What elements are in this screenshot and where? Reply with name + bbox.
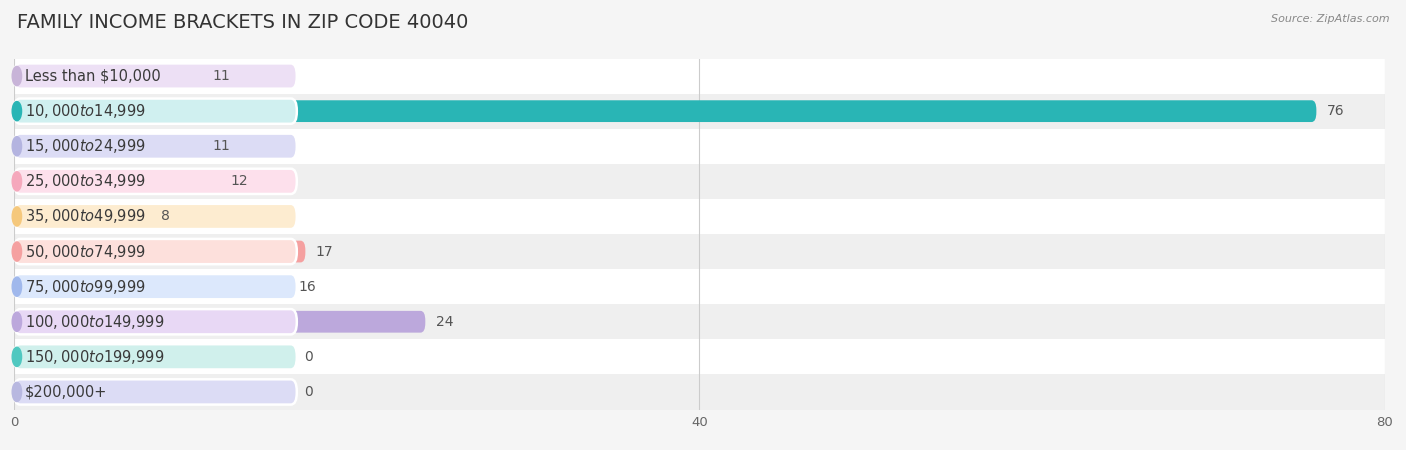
Text: Less than $10,000: Less than $10,000 — [24, 68, 160, 84]
FancyBboxPatch shape — [14, 239, 297, 264]
FancyBboxPatch shape — [14, 241, 305, 262]
FancyBboxPatch shape — [14, 134, 297, 159]
Text: 8: 8 — [162, 209, 170, 224]
Text: $25,000 to $34,999: $25,000 to $34,999 — [24, 172, 145, 190]
Text: 24: 24 — [436, 315, 453, 329]
Circle shape — [13, 172, 21, 191]
Text: $150,000 to $199,999: $150,000 to $199,999 — [24, 348, 165, 366]
Text: 12: 12 — [231, 174, 247, 189]
Circle shape — [13, 67, 21, 86]
FancyBboxPatch shape — [14, 171, 219, 192]
FancyBboxPatch shape — [14, 63, 297, 89]
Text: $200,000+: $200,000+ — [24, 384, 107, 400]
Circle shape — [13, 277, 21, 296]
Text: FAMILY INCOME BRACKETS IN ZIP CODE 40040: FAMILY INCOME BRACKETS IN ZIP CODE 40040 — [17, 14, 468, 32]
Circle shape — [13, 312, 21, 331]
FancyBboxPatch shape — [14, 169, 297, 194]
Bar — [14, 58, 1385, 94]
FancyBboxPatch shape — [14, 276, 288, 297]
Text: 76: 76 — [1327, 104, 1344, 118]
Text: 0: 0 — [304, 350, 312, 364]
FancyBboxPatch shape — [14, 274, 297, 299]
Text: 16: 16 — [298, 279, 316, 294]
Bar — [14, 164, 1385, 199]
Circle shape — [13, 242, 21, 261]
FancyBboxPatch shape — [14, 204, 297, 229]
Bar — [14, 269, 1385, 304]
Text: 11: 11 — [212, 69, 231, 83]
Text: $75,000 to $99,999: $75,000 to $99,999 — [24, 278, 145, 296]
Text: 11: 11 — [212, 139, 231, 153]
Text: Source: ZipAtlas.com: Source: ZipAtlas.com — [1271, 14, 1389, 23]
Bar — [14, 129, 1385, 164]
Text: $10,000 to $14,999: $10,000 to $14,999 — [24, 102, 145, 120]
FancyBboxPatch shape — [14, 100, 1316, 122]
Text: $15,000 to $24,999: $15,000 to $24,999 — [24, 137, 145, 155]
FancyBboxPatch shape — [14, 344, 297, 369]
Text: $35,000 to $49,999: $35,000 to $49,999 — [24, 207, 145, 225]
FancyBboxPatch shape — [14, 206, 152, 227]
Bar — [14, 94, 1385, 129]
Bar — [14, 304, 1385, 339]
Bar — [14, 234, 1385, 269]
Text: 17: 17 — [316, 244, 333, 259]
FancyBboxPatch shape — [14, 135, 202, 157]
Text: $50,000 to $74,999: $50,000 to $74,999 — [24, 243, 145, 261]
FancyBboxPatch shape — [14, 309, 297, 334]
Circle shape — [13, 207, 21, 226]
Bar — [14, 199, 1385, 234]
Text: $100,000 to $149,999: $100,000 to $149,999 — [24, 313, 165, 331]
FancyBboxPatch shape — [14, 65, 202, 87]
Circle shape — [13, 102, 21, 121]
Bar — [14, 339, 1385, 374]
Circle shape — [13, 347, 21, 366]
Text: 0: 0 — [304, 385, 312, 399]
FancyBboxPatch shape — [14, 99, 297, 124]
Bar — [14, 374, 1385, 410]
Circle shape — [13, 382, 21, 401]
FancyBboxPatch shape — [14, 379, 297, 405]
Circle shape — [13, 137, 21, 156]
FancyBboxPatch shape — [14, 311, 425, 333]
